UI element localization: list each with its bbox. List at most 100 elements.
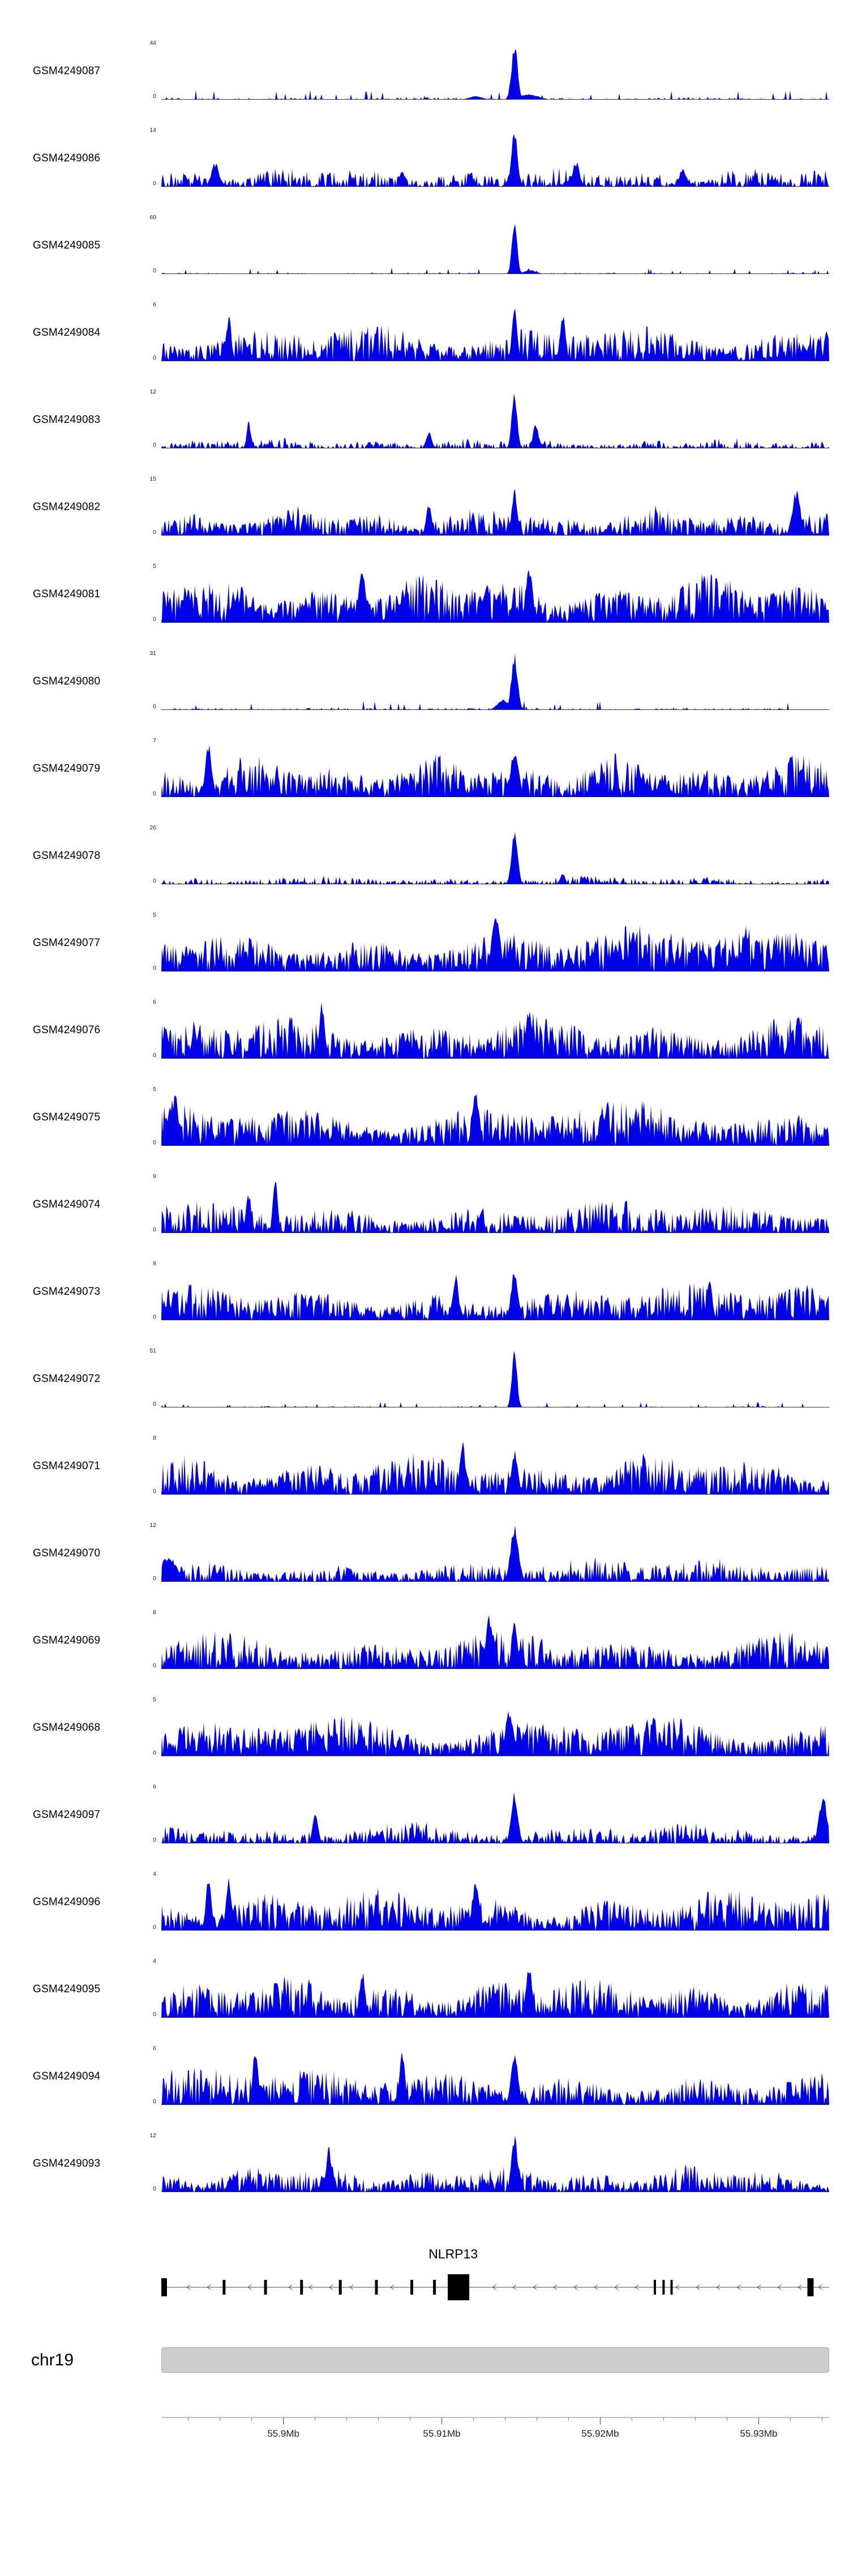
- track-row: GSM4249075 5 0: [0, 1062, 849, 1149]
- track-label: GSM4249071: [33, 1460, 101, 1472]
- coverage-panel: [161, 653, 829, 710]
- track-label: GSM4249069: [33, 1634, 101, 1646]
- track-label: GSM4249068: [33, 1722, 101, 1734]
- coverage-area: [161, 653, 829, 710]
- y-axis-zero-label: 0: [153, 616, 156, 623]
- coverage-panel: [161, 2136, 829, 2192]
- y-axis-zero-label: 0: [153, 529, 156, 536]
- gene-model-plot: [161, 2265, 829, 2310]
- track-label: GSM4249082: [33, 501, 101, 513]
- track-row: GSM4249068 5 0: [0, 1672, 849, 1760]
- y-axis-max-label: 8: [153, 1435, 156, 1441]
- exon-box: [161, 2278, 167, 2296]
- y-axis-zero-label: 0: [153, 790, 156, 797]
- coverage-plot: [161, 745, 829, 797]
- coverage-area: [161, 1615, 829, 1669]
- strand-arrow-left-icon: [634, 2284, 639, 2290]
- coverage-plot: [161, 1711, 829, 1756]
- track-row: GSM4249084 6 0: [0, 277, 849, 365]
- exon-box: [654, 2280, 656, 2295]
- y-axis-zero-label: 0: [153, 442, 156, 448]
- strand-arrow-left-icon: [797, 2284, 802, 2290]
- y-axis-zero-label: 0: [153, 965, 156, 972]
- exon-box: [448, 2274, 470, 2300]
- coverage-plot: [161, 1525, 829, 1582]
- track-label: GSM4249079: [33, 763, 101, 774]
- coverage-area: [161, 918, 829, 972]
- y-axis-max-label: 8: [153, 1609, 156, 1616]
- coverage-area: [161, 489, 829, 536]
- coverage-plot: [161, 653, 829, 710]
- coverage-area: [161, 1351, 829, 1407]
- strand-arrow-left-icon: [736, 2284, 741, 2290]
- coverage-plot: [161, 2136, 829, 2192]
- axis-tick-label: 55.91Mb: [423, 2428, 460, 2439]
- strand-arrow-left-icon: [533, 2284, 537, 2290]
- y-axis-zero-label: 0: [153, 1837, 156, 1843]
- track-label: GSM4249075: [33, 1111, 101, 1123]
- y-axis-zero-label: 0: [153, 703, 156, 710]
- coverage-plot: [161, 2052, 829, 2105]
- y-axis-max-label: 12: [149, 1522, 156, 1529]
- strand-arrow-left-icon: [696, 2284, 700, 2290]
- y-axis-max-label: 26: [149, 824, 156, 831]
- coverage-area: [161, 1094, 829, 1146]
- y-axis-max-label: 15: [149, 476, 156, 482]
- exon-box: [433, 2280, 436, 2295]
- coverage-plot: [161, 393, 829, 448]
- strand-arrow-left-icon: [247, 2284, 252, 2290]
- coverage-panel: [161, 1612, 829, 1669]
- gene-name-label: NLRP13: [428, 2246, 478, 2261]
- coverage-panel: [161, 1874, 829, 1931]
- coverage-area: [161, 1877, 829, 1931]
- coverage-panel: [161, 130, 829, 187]
- coverage-plot: [161, 489, 829, 536]
- genome-axis-svg: 55.9Mb 55.91Mb 55.92Mb 55.93Mb: [161, 2417, 829, 2439]
- strand-arrow-left-icon: [553, 2284, 558, 2290]
- exon-box: [264, 2280, 267, 2295]
- y-axis-max-label: 6: [153, 301, 156, 308]
- coverage-panel: [161, 1961, 829, 2018]
- coverage-panel: [161, 2048, 829, 2105]
- genome-axis-plot: 55.9Mb 55.91Mb 55.92Mb 55.93Mb: [161, 2412, 829, 2451]
- y-axis-zero-label: 0: [153, 1313, 156, 1320]
- y-axis-max-label: 6: [153, 999, 156, 1005]
- coverage-area: [161, 745, 829, 797]
- coverage-area: [161, 1711, 829, 1756]
- coverage-plot: [161, 1792, 829, 1843]
- y-axis-zero-label: 0: [153, 1749, 156, 1756]
- track-row: GSM4249083 12 0: [0, 365, 849, 452]
- coverage-area: [161, 308, 829, 361]
- coverage-plot: [161, 1351, 829, 1407]
- coverage-panel: [161, 479, 829, 536]
- coverage-panel: [161, 566, 829, 623]
- track-label: GSM4249080: [33, 675, 101, 687]
- y-axis-zero-label: 0: [153, 878, 156, 884]
- axis-tick-label: 55.9Mb: [267, 2428, 299, 2439]
- track-row: GSM4249085 60 0: [0, 190, 849, 277]
- y-axis-max-label: 6: [153, 1783, 156, 1790]
- coverage-panel: [161, 1002, 829, 1059]
- chromosome-ideogram-track: chr19: [0, 2346, 849, 2376]
- coverage-panel: [161, 1700, 829, 1756]
- coverage-area: [161, 2136, 829, 2192]
- y-axis-max-label: 12: [149, 2132, 156, 2139]
- exon-box: [338, 2280, 342, 2295]
- track-row: GSM4249077 5 0: [0, 888, 849, 975]
- track-label: GSM4249084: [33, 327, 101, 339]
- track-label: GSM4249083: [33, 414, 101, 426]
- coverage-plot: [161, 1002, 829, 1059]
- coverage-plot: [161, 832, 829, 884]
- coverage-panel: [161, 392, 829, 448]
- track-row: GSM4249093 12 0: [0, 2108, 849, 2196]
- y-axis-zero-label: 0: [153, 1924, 156, 1931]
- coverage-panel: [161, 1438, 829, 1495]
- exon-box: [300, 2280, 303, 2295]
- track-label: GSM4249095: [33, 1983, 101, 1995]
- strand-arrow-left-icon: [777, 2284, 782, 2290]
- coverage-plot: [161, 918, 829, 972]
- coverage-plot: [161, 134, 829, 187]
- track-row: GSM4249079 7 0: [0, 713, 849, 801]
- coverage-panel: [161, 1176, 829, 1233]
